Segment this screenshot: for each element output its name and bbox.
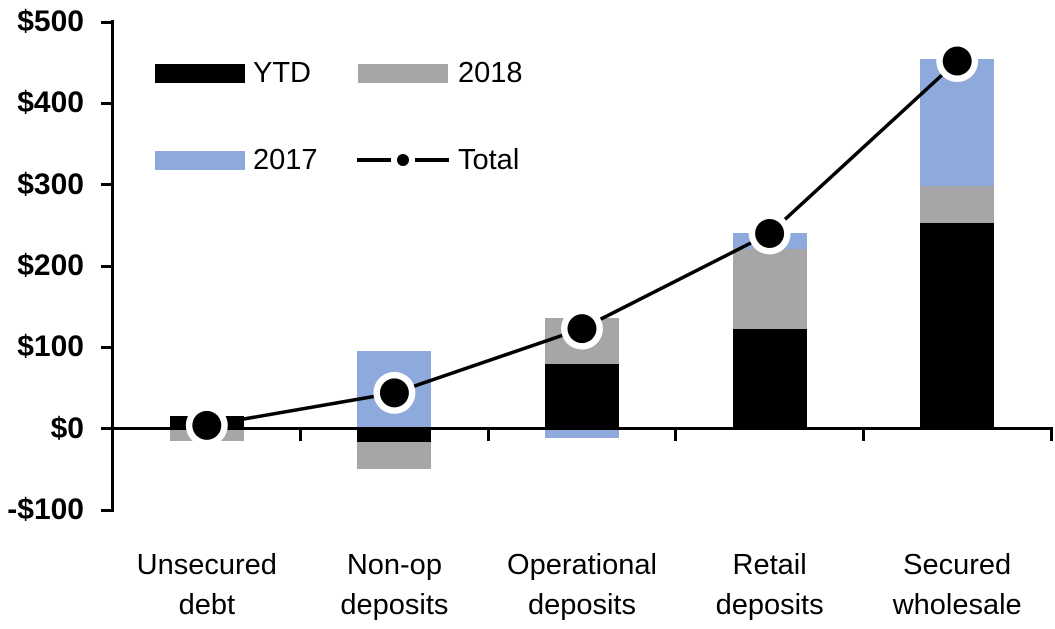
bar-segment-2018-cat3 [732, 248, 807, 329]
y-tick-label: -$100 [7, 493, 84, 526]
bar-segment-2017-cat3 [732, 232, 807, 249]
legend-label-ytd: YTD [253, 57, 311, 89]
bar-segment-ytd-cat1 [357, 428, 432, 443]
bar-segment-ytd-cat2 [545, 363, 619, 429]
y-tick-label: $300 [17, 167, 84, 201]
category-label-line: Non-op [346, 549, 442, 581]
legend-swatch-ytd [155, 64, 245, 83]
category-label-line: Secured [903, 549, 1012, 581]
category-label-line: deposits [715, 589, 824, 621]
x-tick-mark [861, 430, 865, 442]
category-label: Non-op deposits [301, 545, 489, 625]
bar-segment-2018-cat1 [357, 442, 432, 470]
bar-segment-2018-cat4 [920, 186, 995, 223]
bar-segment-2018-cat0 [169, 428, 244, 441]
category-label: Operational deposits [488, 545, 676, 625]
category-label-line: Retail [732, 549, 807, 581]
x-tick-mark [1049, 430, 1053, 442]
y-tick-label: $100 [17, 330, 84, 364]
y-tick-label: $400 [17, 86, 84, 120]
bar-segment-2017-cat2 [545, 428, 619, 439]
y-tick-mark [101, 101, 113, 105]
legend-label-2018: 2018 [458, 57, 523, 89]
y-tick-label: $500 [17, 5, 84, 38]
category-label-line: debt [178, 589, 236, 621]
category-label: Unsecured debt [113, 545, 301, 625]
category-label-line: deposits [527, 589, 636, 621]
x-tick-mark [299, 430, 303, 442]
category-label-line: Operational [507, 549, 657, 581]
y-tick-label: $200 [17, 249, 84, 282]
category-label: Secured wholesale [863, 545, 1051, 625]
y-tick-mark [101, 20, 113, 24]
legend-label-total: Total [458, 144, 520, 176]
bar-segment-2018-cat2 [545, 318, 619, 364]
x-tick-mark [674, 430, 678, 442]
y-tick-mark [101, 345, 113, 349]
y-tick-mark [101, 427, 113, 431]
y-tick-mark [101, 264, 113, 268]
y-tick-mark [101, 183, 113, 187]
y-tick-label: $0 [50, 411, 84, 445]
category-label-line: wholesale [892, 589, 1022, 621]
legend-label-2017: 2017 [253, 144, 318, 176]
bar-segment-2017-cat1 [357, 350, 432, 429]
legend-total-line-icon [357, 154, 449, 166]
category-label: Retail deposits [676, 545, 864, 625]
y-tick-mark [101, 508, 113, 512]
category-label-line: deposits [340, 589, 449, 621]
bar-segment-ytd-cat4 [920, 222, 995, 429]
x-axis-line [111, 427, 1053, 431]
bar-segment-2017-cat4 [920, 58, 995, 187]
legend-swatch-2018 [358, 64, 448, 83]
x-tick-mark [486, 430, 490, 442]
legend-swatch-2017 [155, 151, 245, 170]
category-label-line: Unsecured [136, 549, 277, 581]
bar-segment-ytd-cat3 [732, 328, 807, 429]
